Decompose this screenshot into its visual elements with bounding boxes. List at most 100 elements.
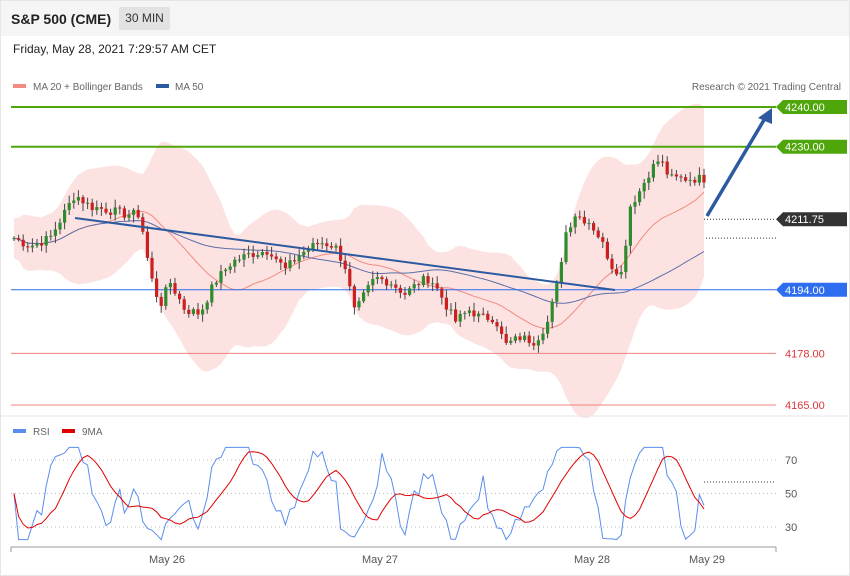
candle-body	[49, 235, 53, 237]
candle-body	[527, 335, 531, 344]
candle-body	[665, 161, 669, 175]
level-4165-00-label: 4165.00	[785, 400, 825, 412]
candle-body	[651, 164, 655, 178]
candle-body	[67, 203, 71, 210]
candle-body	[532, 343, 536, 346]
candle-body	[463, 312, 467, 314]
candle-body	[90, 202, 94, 211]
timeframe-badge[interactable]: 30 MIN	[119, 7, 170, 30]
level-4240-00-tag	[776, 100, 847, 114]
candle-body	[375, 277, 379, 279]
candle-body	[417, 284, 421, 286]
candle-body	[279, 259, 283, 263]
candle-body	[454, 309, 458, 322]
level-4178-00-label: 4178.00	[785, 348, 825, 360]
x-tick-label: May 29	[689, 554, 725, 566]
candle-body	[624, 245, 628, 273]
candle-body	[366, 285, 370, 293]
candle-body	[12, 238, 16, 240]
candle-body	[389, 284, 393, 286]
candle-body	[260, 252, 264, 256]
candle-body	[596, 230, 600, 238]
candle-body	[274, 256, 278, 260]
candle-body	[145, 231, 149, 258]
candle-body	[251, 253, 255, 257]
candle-body	[638, 191, 642, 203]
candle-body	[288, 260, 292, 269]
x-tick-label: May 27	[362, 554, 398, 566]
candle-body	[53, 229, 57, 236]
candle-body	[357, 301, 361, 308]
downtrend-line	[74, 217, 616, 291]
candle-body	[316, 243, 320, 245]
candle-body	[394, 284, 398, 288]
candle-body	[334, 245, 338, 248]
candle-body	[702, 174, 706, 183]
candle-body	[449, 309, 453, 311]
timestamp: Friday, May 28, 2021 7:29:57 AM CET	[13, 42, 217, 56]
candle-body	[380, 277, 384, 280]
candle-body	[150, 257, 154, 279]
candle-body	[656, 161, 660, 165]
candle-body	[633, 202, 637, 207]
candle-body	[35, 243, 39, 246]
candle-body	[385, 279, 389, 286]
candle-body	[293, 260, 297, 262]
candle-body	[564, 232, 568, 263]
candle-body	[642, 182, 646, 192]
candle-body	[647, 177, 651, 183]
candle-body	[555, 283, 559, 302]
candle-body	[472, 310, 476, 317]
candle-body	[122, 208, 126, 218]
candle-body	[398, 287, 402, 293]
candle-body	[477, 313, 481, 317]
candle-body	[495, 322, 499, 327]
level-4230-00-label: 4230.00	[785, 142, 825, 154]
candle-body	[168, 283, 172, 288]
candle-body	[670, 174, 674, 176]
candle-body	[164, 287, 168, 306]
candle-body	[546, 321, 550, 334]
candle-body	[619, 272, 623, 275]
candle-body	[348, 269, 352, 287]
candle-body	[490, 319, 494, 323]
level-4211-75-tag	[776, 212, 847, 227]
candle-body	[40, 243, 44, 246]
candle-body	[205, 302, 209, 310]
candle-body	[76, 197, 80, 201]
level-4211-75-label: 4211.75	[785, 214, 824, 226]
candle-body	[44, 236, 48, 246]
candle-body	[141, 217, 145, 232]
candle-body	[320, 243, 324, 245]
candle-body	[481, 313, 485, 315]
rsi-tick-50: 50	[785, 489, 797, 501]
candle-body	[509, 340, 513, 343]
candle-body	[458, 313, 462, 322]
candle-body	[610, 258, 614, 270]
rsi-ma-legend-label: 9MA	[82, 427, 103, 438]
candle-body	[693, 179, 697, 183]
candle-body	[173, 283, 177, 294]
candle-body	[113, 207, 117, 215]
rsi-ma-line	[13, 451, 705, 529]
projection-arrow-shaft	[705, 119, 766, 217]
candle-body	[513, 336, 517, 341]
candle-body	[569, 227, 573, 233]
candle-body	[237, 259, 241, 261]
candle-body	[283, 262, 287, 269]
candle-body	[136, 209, 140, 218]
candle-body	[196, 309, 200, 315]
candle-body	[256, 255, 260, 257]
candle-body	[63, 209, 67, 223]
candle-body	[679, 176, 683, 178]
candle-body	[182, 299, 186, 310]
candle-body	[592, 223, 596, 231]
candle-body	[191, 309, 195, 314]
candle-body	[99, 207, 103, 209]
candle-body	[421, 276, 425, 286]
candle-body	[697, 174, 701, 183]
candle-body	[504, 333, 508, 343]
candle-body	[408, 288, 412, 295]
candle-body	[467, 310, 471, 313]
candle-body	[58, 222, 62, 230]
